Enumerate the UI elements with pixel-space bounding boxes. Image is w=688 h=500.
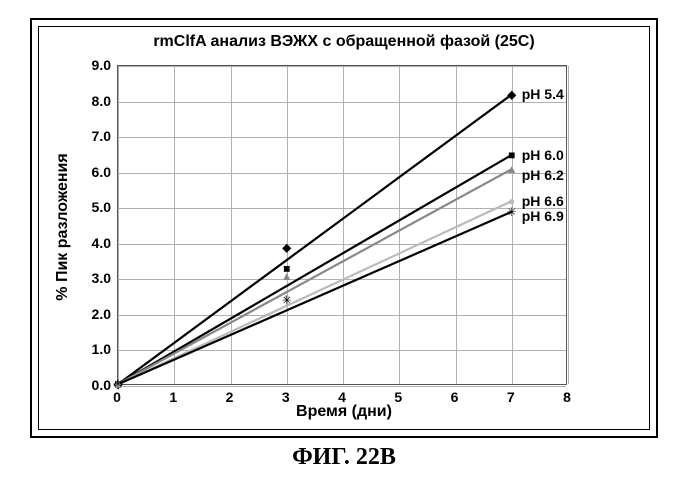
y-tick-label: 9.0 [39, 57, 111, 73]
y-tick-label: 0.0 [39, 377, 111, 393]
y-axis-label: % Пик разложения [54, 153, 72, 300]
series-line [118, 155, 512, 384]
x-axis-label: Время (дни) [39, 403, 649, 421]
y-tick-label: 4.0 [39, 235, 111, 251]
chart-outer-frame: rmClfA анализ ВЭЖХ с обращенной фазой (2… [30, 18, 658, 438]
series-label: pH 6.9 [522, 208, 564, 224]
chart-title: rmClfA анализ ВЭЖХ с обращенной фазой (2… [39, 33, 649, 51]
grid-horizontal [118, 386, 566, 387]
series-marker: ▲ [506, 162, 518, 176]
series-line [118, 169, 512, 384]
series-line [118, 201, 512, 384]
plot-area: ◆◆◆■■■▲▲▲●●●✳✳✳ pH 5.4pH 6.0pH 6.2pH 6.6… [117, 65, 567, 385]
y-tick-label: 8.0 [39, 93, 111, 109]
series-label: pH 6.6 [522, 193, 564, 209]
grid-vertical [568, 66, 569, 384]
y-tick-label: 3.0 [39, 270, 111, 286]
series-label: pH 5.4 [522, 86, 564, 102]
y-tick-label: 1.0 [39, 341, 111, 357]
series-marker: ◆ [507, 87, 517, 101]
series-label: pH 6.0 [522, 147, 564, 163]
series-marker: ✳ [282, 294, 292, 308]
figure-caption: ФИГ. 22В [0, 444, 688, 471]
y-tick-label: 2.0 [39, 306, 111, 322]
y-tick-label: 7.0 [39, 128, 111, 144]
chart-svg: ◆◆◆■■■▲▲▲●●●✳✳✳ [118, 66, 568, 386]
series-marker: ▲ [281, 269, 293, 283]
series-line [118, 94, 512, 384]
y-tick-label: 5.0 [39, 199, 111, 215]
series-label: pH 6.2 [522, 167, 564, 183]
series-line [118, 212, 512, 384]
series-marker: ✳ [507, 205, 517, 219]
series-marker: ◆ [282, 240, 292, 254]
series-marker: ■ [508, 148, 515, 162]
chart-inner-frame: rmClfA анализ ВЭЖХ с обращенной фазой (2… [38, 26, 650, 430]
y-tick-label: 6.0 [39, 164, 111, 180]
